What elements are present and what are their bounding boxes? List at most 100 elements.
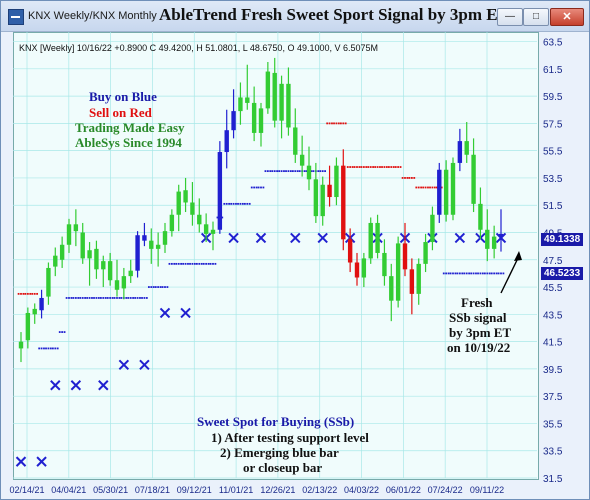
trend-dot bbox=[431, 186, 434, 189]
trend-dot bbox=[200, 262, 203, 265]
trend-dot bbox=[475, 272, 477, 275]
chart-app-icon bbox=[8, 9, 24, 25]
support-x-mark bbox=[15, 456, 27, 467]
trend-dot bbox=[47, 347, 50, 350]
y-tick-label: 33.5 bbox=[543, 447, 563, 458]
trend-dot bbox=[248, 202, 251, 205]
candle-body bbox=[169, 214, 175, 232]
trend-dot bbox=[230, 202, 233, 205]
x-tick-label: 04/04/21 bbox=[51, 485, 86, 495]
minimize-button[interactable]: — bbox=[497, 8, 523, 26]
document-title: KNX Weekly/KNX Monthly bbox=[28, 10, 157, 22]
trend-dot bbox=[68, 297, 70, 299]
candle-body bbox=[39, 297, 44, 311]
trend-dot bbox=[266, 170, 269, 173]
trend-dot bbox=[232, 202, 235, 205]
trend-dot bbox=[413, 177, 416, 179]
trend-dot bbox=[285, 170, 287, 173]
trend-dot bbox=[385, 166, 388, 168]
candle-body bbox=[491, 236, 497, 249]
support-x-mark bbox=[50, 380, 61, 391]
trend-dot bbox=[79, 297, 82, 299]
trend-dot bbox=[408, 177, 411, 179]
title-bar[interactable]: KNX Weekly/KNX Monthly AbleTrend Fresh S… bbox=[1, 1, 589, 32]
trend-dot bbox=[317, 170, 320, 173]
candle-body bbox=[87, 250, 92, 259]
candle-body bbox=[354, 262, 360, 278]
trend-dot bbox=[287, 170, 290, 173]
trend-dot bbox=[209, 262, 212, 265]
trend-dot bbox=[159, 286, 162, 288]
trend-dot bbox=[216, 216, 219, 219]
trend-dot bbox=[43, 347, 45, 350]
trend-dot bbox=[296, 170, 299, 173]
candle-body bbox=[375, 222, 380, 253]
trend-dot bbox=[31, 292, 34, 295]
trend-dot bbox=[374, 166, 377, 168]
ohlc-info-line: KNX [Weekly] 10/16/22 +0.8900 C 49.4200,… bbox=[19, 43, 379, 53]
trend-dot bbox=[488, 272, 491, 275]
trend-dot bbox=[17, 292, 20, 295]
trend-dot bbox=[493, 272, 496, 275]
candle-body bbox=[107, 261, 113, 281]
candle-body bbox=[135, 235, 140, 271]
trend-dot bbox=[447, 272, 450, 275]
trend-dot bbox=[51, 347, 54, 350]
candle-body bbox=[190, 202, 195, 215]
trend-dot bbox=[335, 122, 338, 125]
trend-dot bbox=[147, 286, 150, 288]
candle-body bbox=[327, 184, 332, 198]
trend-dot bbox=[241, 202, 244, 205]
trend-dot bbox=[26, 292, 29, 295]
trend-dot bbox=[56, 347, 59, 350]
trend-dot bbox=[150, 286, 153, 288]
trend-dot bbox=[342, 122, 345, 125]
support-x-mark bbox=[36, 456, 47, 467]
trend-dot bbox=[276, 170, 279, 173]
trend-dot bbox=[497, 272, 500, 275]
close-button[interactable]: ✕ bbox=[550, 8, 584, 26]
trend-dot bbox=[250, 186, 253, 189]
candle-body bbox=[293, 127, 298, 155]
candle-body bbox=[183, 190, 188, 203]
candle-body bbox=[128, 270, 133, 277]
candle-body bbox=[368, 222, 373, 259]
trend-dot bbox=[175, 262, 178, 265]
trend-dot bbox=[387, 166, 390, 168]
ssb-note-step2: 2) Emerging blue bar bbox=[220, 445, 339, 460]
trend-dot bbox=[397, 166, 400, 168]
trend-dot bbox=[166, 286, 169, 288]
candle-body bbox=[437, 169, 442, 215]
trend-dot bbox=[104, 297, 107, 299]
trend-dot bbox=[260, 186, 262, 189]
trend-dot bbox=[351, 166, 354, 168]
candle-body bbox=[347, 239, 353, 263]
trend-dot bbox=[20, 292, 22, 295]
maximize-button[interactable]: □ bbox=[523, 8, 549, 26]
trend-dot bbox=[136, 297, 139, 299]
x-tick-label: 12/26/21 bbox=[260, 485, 295, 495]
trend-dot bbox=[365, 166, 368, 168]
trend-dot bbox=[353, 166, 356, 168]
candle-body bbox=[210, 229, 216, 234]
trend-dot bbox=[392, 166, 395, 168]
trend-dot bbox=[358, 166, 361, 168]
trend-dot bbox=[483, 272, 486, 275]
trend-dot bbox=[291, 170, 294, 173]
trend-dot bbox=[36, 292, 39, 295]
trend-dot bbox=[394, 166, 397, 168]
y-tick-label: 53.5 bbox=[543, 174, 563, 185]
trend-dot bbox=[298, 170, 301, 173]
trend-dot bbox=[273, 170, 276, 173]
y-tick-label: 35.5 bbox=[543, 419, 563, 430]
trend-dot bbox=[458, 272, 461, 275]
trend-dot bbox=[118, 297, 121, 299]
trend-dot bbox=[346, 166, 349, 168]
trend-dot bbox=[198, 262, 201, 265]
trend-dot bbox=[328, 122, 331, 125]
support-x-mark bbox=[159, 307, 171, 319]
trend-dot bbox=[63, 331, 66, 333]
y-tick-label: 45.5 bbox=[543, 283, 563, 294]
